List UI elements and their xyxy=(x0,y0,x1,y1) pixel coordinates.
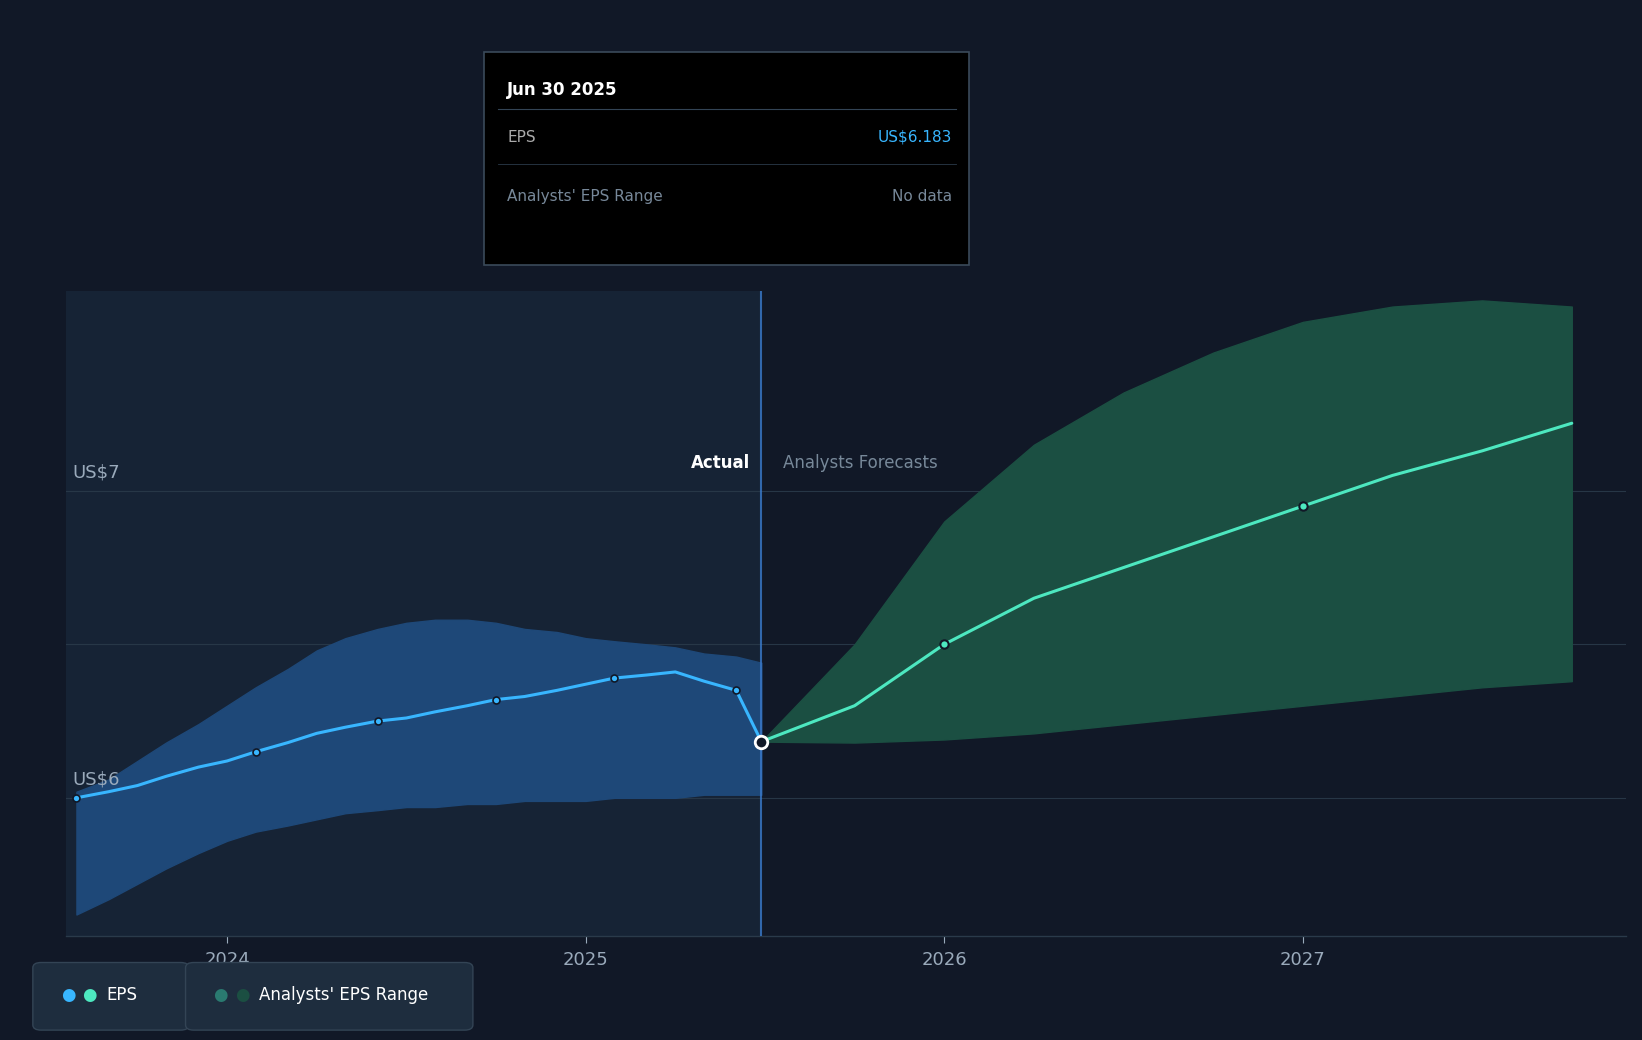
Text: EPS: EPS xyxy=(107,986,138,1005)
Text: Actual: Actual xyxy=(691,454,750,472)
Text: No data: No data xyxy=(892,189,952,204)
Text: ●: ● xyxy=(82,986,97,1005)
Text: US$7: US$7 xyxy=(72,464,120,482)
Text: Analysts' EPS Range: Analysts' EPS Range xyxy=(507,189,663,204)
Text: Analysts Forecasts: Analysts Forecasts xyxy=(783,454,938,472)
Text: ●: ● xyxy=(235,986,250,1005)
Text: EPS: EPS xyxy=(507,130,535,145)
Text: US$6: US$6 xyxy=(72,771,120,788)
Text: US$6.183: US$6.183 xyxy=(878,130,952,145)
Text: Analysts' EPS Range: Analysts' EPS Range xyxy=(259,986,429,1005)
Text: ●: ● xyxy=(61,986,76,1005)
Text: Jun 30 2025: Jun 30 2025 xyxy=(507,81,617,99)
Text: ●: ● xyxy=(213,986,228,1005)
Bar xyxy=(66,291,762,936)
